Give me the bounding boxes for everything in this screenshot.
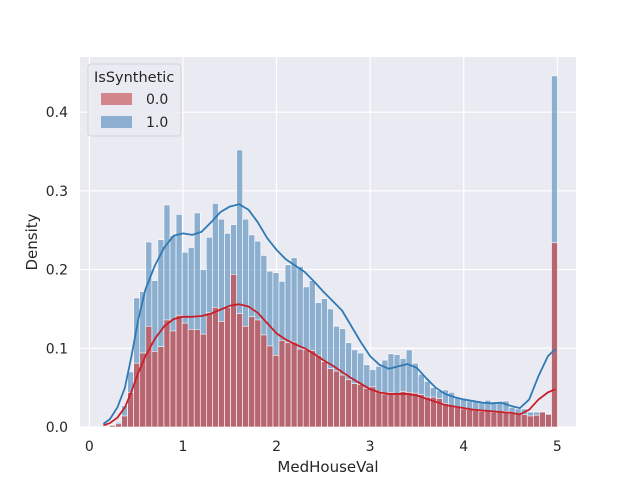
x-tick-label: 4 — [459, 439, 468, 455]
bar — [230, 273, 237, 428]
bar — [454, 407, 461, 428]
bar — [484, 410, 492, 428]
bar — [284, 342, 292, 428]
bars-series-0.0 — [109, 242, 558, 428]
bar — [193, 329, 201, 428]
bar — [321, 361, 328, 428]
y-tick-label: 0.3 — [46, 184, 68, 200]
bar — [260, 334, 268, 428]
bar — [308, 350, 316, 428]
x-tick-label: 5 — [553, 439, 562, 455]
bar — [496, 411, 504, 428]
bar — [405, 392, 413, 428]
bar — [333, 370, 340, 428]
bar — [169, 330, 177, 428]
bar — [508, 413, 516, 428]
bar — [526, 415, 534, 428]
bar — [199, 333, 207, 428]
bar — [339, 374, 346, 428]
bar — [145, 325, 153, 428]
bar — [315, 355, 322, 428]
bar — [254, 319, 262, 428]
bar — [393, 393, 401, 428]
bar — [278, 340, 286, 428]
bar — [551, 242, 558, 428]
kde-curves — [102, 203, 557, 427]
x-tick-label: 1 — [178, 439, 187, 455]
bar — [290, 341, 298, 428]
bar — [545, 414, 552, 428]
kde-line-0.0 — [103, 303, 556, 427]
y-axis-label: Density — [23, 213, 41, 270]
bar — [411, 392, 419, 428]
bar — [163, 319, 171, 428]
bars-group — [109, 75, 558, 428]
bar — [302, 349, 310, 428]
y-tick-labels: 0.0 0.1 0.2 0.3 0.4 — [46, 105, 68, 436]
bar — [248, 316, 256, 428]
bar — [121, 415, 128, 428]
bar — [399, 391, 407, 428]
bar — [424, 396, 431, 428]
bar — [115, 423, 122, 428]
bar — [272, 355, 280, 428]
bar — [375, 391, 383, 428]
bar — [514, 414, 522, 428]
legend-swatch-1 — [101, 116, 132, 128]
bar — [351, 383, 359, 428]
bar — [218, 321, 225, 428]
bar — [387, 392, 395, 428]
bar — [539, 411, 546, 428]
legend-title: IsSynthetic — [94, 70, 174, 86]
bar — [532, 414, 540, 428]
bar — [442, 403, 449, 428]
bar — [327, 368, 334, 428]
x-tick-labels: 0 1 2 3 4 5 — [85, 439, 562, 455]
bar — [466, 409, 474, 428]
bar — [417, 394, 425, 428]
bar — [109, 425, 116, 428]
legend-label-0: 0.0 — [146, 92, 168, 108]
bar — [157, 346, 165, 428]
bar — [242, 325, 250, 428]
bar — [206, 312, 213, 428]
bar — [212, 307, 219, 428]
bar — [460, 408, 467, 428]
y-tick-label: 0.4 — [46, 105, 68, 121]
legend: IsSynthetic 0.0 1.0 — [87, 63, 182, 137]
bar — [357, 384, 365, 428]
bar — [520, 414, 528, 428]
legend-label-1: 1.0 — [146, 115, 168, 131]
x-tick-label: 0 — [85, 439, 94, 455]
x-axis-label: MedHouseVal — [277, 458, 378, 476]
bar — [448, 405, 455, 428]
bar — [490, 411, 498, 428]
kde-line-1.0 — [102, 203, 557, 425]
bar — [472, 410, 480, 428]
bar — [363, 388, 371, 428]
bar — [151, 351, 159, 428]
bar — [266, 345, 274, 428]
bar — [296, 348, 304, 428]
bar — [369, 386, 377, 428]
bar — [502, 410, 510, 428]
y-tick-label: 0.0 — [46, 420, 68, 436]
bar — [175, 314, 183, 428]
bar — [381, 393, 389, 428]
bar — [187, 329, 195, 428]
x-tick-label: 2 — [272, 439, 281, 455]
y-tick-label: 0.2 — [46, 263, 68, 279]
legend-swatch-0 — [101, 93, 132, 105]
bar — [478, 410, 486, 428]
x-tick-label: 3 — [366, 439, 375, 455]
bar — [181, 322, 189, 428]
bar — [224, 307, 231, 428]
bar — [236, 313, 243, 428]
bar — [345, 379, 352, 428]
y-tick-label: 0.1 — [46, 341, 68, 357]
